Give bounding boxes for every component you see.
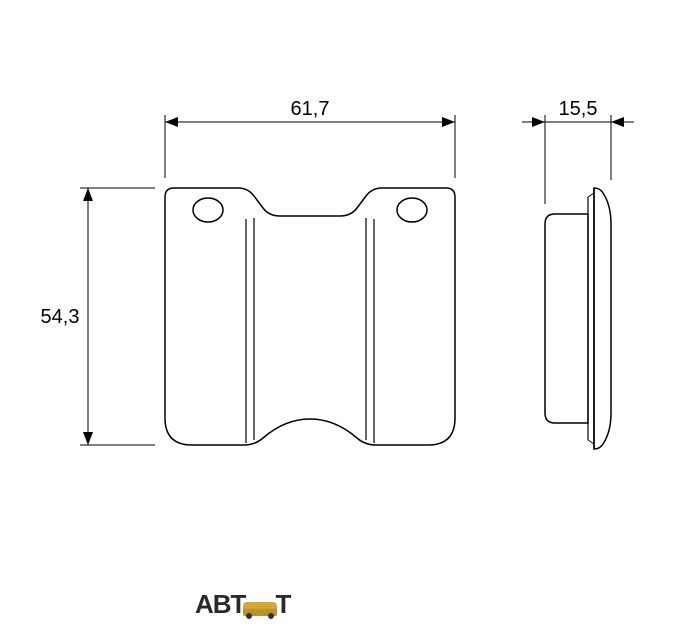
dimension-width: 61,7 bbox=[165, 98, 455, 178]
mounting-hole-left bbox=[193, 198, 223, 222]
watermark-logo: ABT T bbox=[195, 589, 290, 620]
friction-pad bbox=[545, 214, 588, 423]
dimension-height: 54,3 bbox=[41, 188, 155, 445]
pad-bottom-join bbox=[588, 440, 594, 444]
mounting-hole-right bbox=[397, 198, 427, 222]
back-plate bbox=[594, 188, 611, 449]
dimension-depth: 15,5 bbox=[522, 98, 634, 204]
pad-outline bbox=[165, 188, 455, 445]
logo-text-after: T bbox=[275, 589, 290, 620]
dimension-height-label: 54,3 bbox=[41, 306, 80, 328]
dimension-depth-label: 15,5 bbox=[559, 98, 598, 120]
dimension-width-label: 61,7 bbox=[291, 98, 330, 120]
front-view bbox=[165, 188, 455, 445]
pad-top-join bbox=[588, 193, 594, 197]
side-view bbox=[545, 188, 611, 449]
logo-text-before: ABT bbox=[195, 589, 245, 620]
logo-car-icon bbox=[243, 602, 277, 616]
technical-drawing: 61,7 15,5 54,3 bbox=[0, 0, 680, 630]
